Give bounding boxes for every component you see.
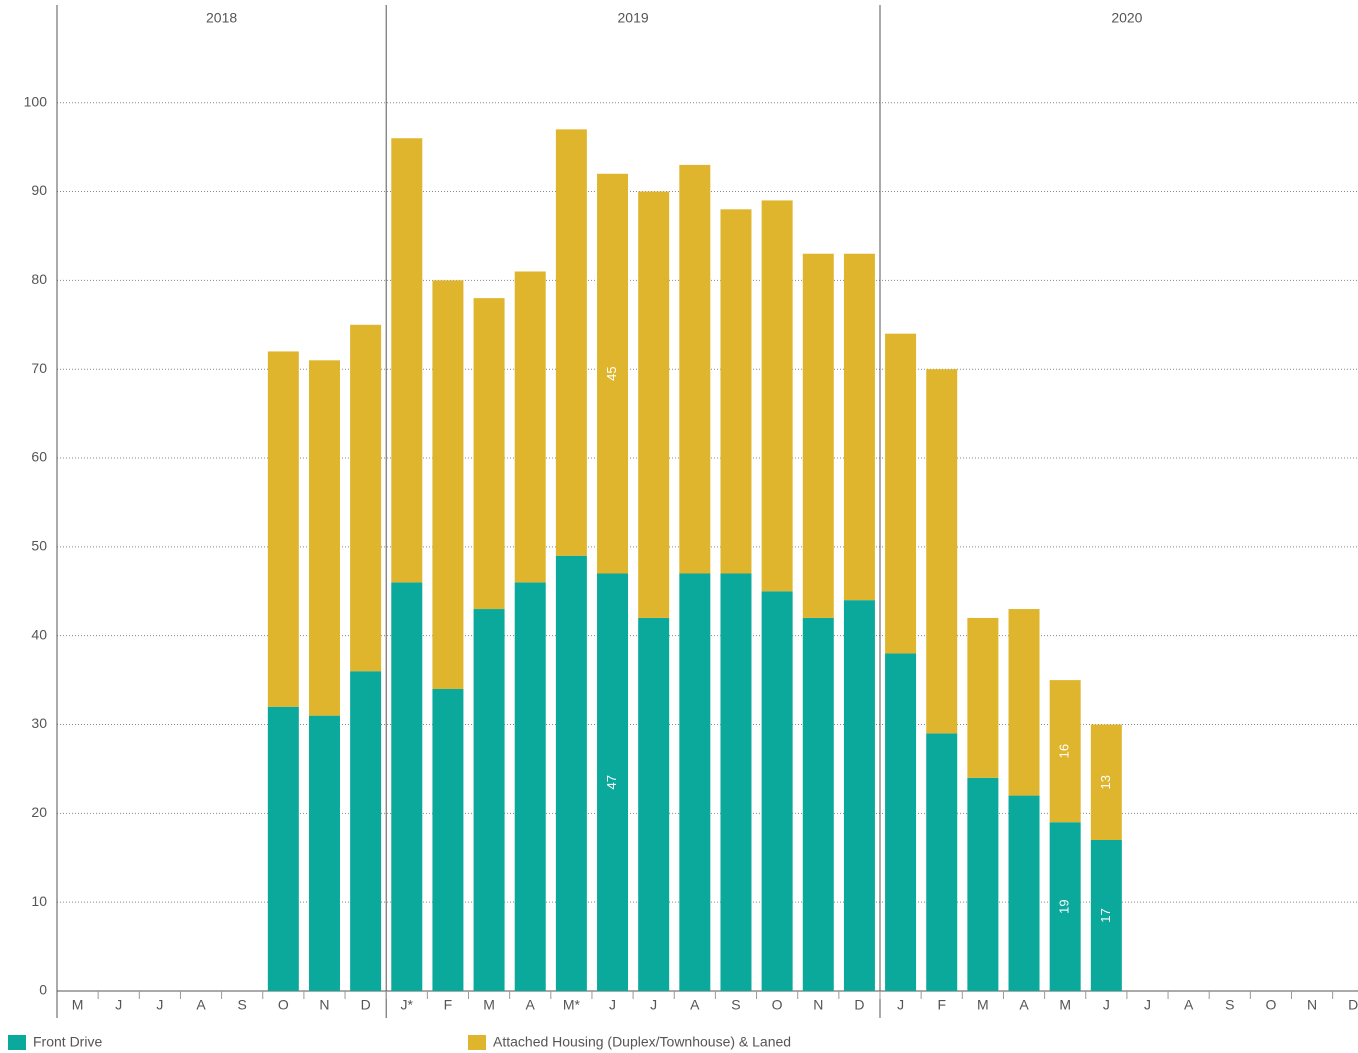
bar-segment: [1090, 724, 1122, 840]
bar-segment: [761, 200, 793, 592]
bar-segment: [638, 191, 670, 618]
bar-segment: [843, 600, 875, 991]
legend-swatch: [468, 1035, 486, 1050]
x-tick-label: A: [690, 997, 700, 1013]
bar-segment: [1090, 839, 1122, 991]
x-tick-label: M: [1059, 997, 1071, 1013]
x-tick-label: M*: [563, 997, 581, 1013]
bar-segment: [514, 582, 546, 991]
bar-segment: [843, 253, 875, 601]
value-label: 17: [1098, 908, 1113, 922]
x-tick-label: M: [72, 997, 84, 1013]
x-tick-label: N: [1307, 997, 1317, 1013]
bar-segment: [967, 777, 999, 991]
x-tick-label: S: [1225, 997, 1234, 1013]
x-tick-label: M: [977, 997, 989, 1013]
legend-swatch: [8, 1035, 26, 1050]
bar-segment: [555, 555, 587, 991]
legend-label: Attached Housing (Duplex/Townhouse) & La…: [493, 1034, 791, 1050]
bar-segment: [597, 573, 629, 991]
x-tick-label: A: [196, 997, 206, 1013]
legend-label: Front Drive: [33, 1034, 102, 1050]
y-tick-label: 20: [31, 804, 47, 820]
x-tick-label: J: [897, 997, 904, 1013]
bar-segment: [432, 688, 464, 991]
y-tick-label: 100: [24, 93, 48, 109]
bar-segment: [802, 253, 834, 618]
x-tick-label: D: [1348, 997, 1358, 1013]
bar-segment: [473, 609, 505, 991]
bar-segment: [679, 164, 711, 574]
x-tick-label: D: [854, 997, 864, 1013]
x-tick-label: J: [609, 997, 616, 1013]
x-tick-label: A: [526, 997, 536, 1013]
bar-segment: [391, 138, 423, 583]
year-label: 2020: [1111, 10, 1142, 26]
bar-segment: [638, 617, 670, 991]
x-tick-label: J: [115, 997, 122, 1013]
bar-segment: [473, 298, 505, 610]
bar-segment: [679, 573, 711, 991]
bar-segment: [308, 715, 340, 991]
bar-segment: [1049, 822, 1081, 991]
x-tick-label: O: [1265, 997, 1276, 1013]
bar-segment: [720, 209, 752, 574]
x-tick-label: O: [278, 997, 289, 1013]
bar-segment: [1008, 795, 1040, 991]
x-tick-label: F: [937, 997, 946, 1013]
x-tick-label: O: [772, 997, 783, 1013]
bar-segment: [926, 733, 958, 991]
y-tick-label: 40: [31, 626, 47, 642]
bar-segment: [967, 617, 999, 778]
value-label: 45: [604, 366, 619, 380]
bar-segment: [308, 360, 340, 716]
x-tick-label: N: [319, 997, 329, 1013]
bar-segment: [885, 653, 917, 991]
year-label: 2018: [206, 10, 237, 26]
bar-segment: [1049, 680, 1081, 823]
year-label: 2019: [618, 10, 649, 26]
bar-segment: [350, 671, 382, 991]
bar-segment: [350, 324, 382, 672]
bar-segment: [391, 582, 423, 991]
x-tick-label: J: [1103, 997, 1110, 1013]
y-tick-label: 30: [31, 715, 47, 731]
bar-segment: [555, 129, 587, 556]
bar-segment: [514, 271, 546, 583]
x-tick-label: S: [731, 997, 740, 1013]
value-label: 47: [604, 775, 619, 789]
y-tick-label: 80: [31, 271, 47, 287]
y-tick-label: 70: [31, 360, 47, 376]
bar-segment: [802, 617, 834, 991]
bar-segment: [1008, 609, 1040, 796]
value-label: 13: [1098, 775, 1113, 789]
x-tick-label: A: [1184, 997, 1194, 1013]
x-tick-label: J*: [401, 997, 414, 1013]
bar-segment: [926, 369, 958, 734]
x-tick-label: S: [238, 997, 247, 1013]
bar-segment: [267, 351, 299, 707]
x-tick-label: F: [444, 997, 453, 1013]
y-tick-label: 60: [31, 449, 47, 465]
bar-segment: [597, 173, 629, 574]
bar-segment: [885, 333, 917, 654]
bar-segment: [761, 591, 793, 991]
value-label: 19: [1057, 899, 1072, 913]
x-tick-label: M: [483, 997, 495, 1013]
x-tick-label: D: [361, 997, 371, 1013]
bar-segment: [432, 280, 464, 689]
value-label: 16: [1057, 744, 1072, 758]
x-tick-label: J: [156, 997, 163, 1013]
x-tick-label: N: [813, 997, 823, 1013]
y-tick-label: 0: [39, 982, 47, 998]
bar-segment: [720, 573, 752, 991]
x-tick-label: A: [1019, 997, 1029, 1013]
x-tick-label: J: [1144, 997, 1151, 1013]
x-tick-label: J: [650, 997, 657, 1013]
bar-segment: [267, 706, 299, 991]
y-tick-label: 50: [31, 538, 47, 554]
y-tick-label: 10: [31, 893, 47, 909]
y-tick-label: 90: [31, 182, 47, 198]
